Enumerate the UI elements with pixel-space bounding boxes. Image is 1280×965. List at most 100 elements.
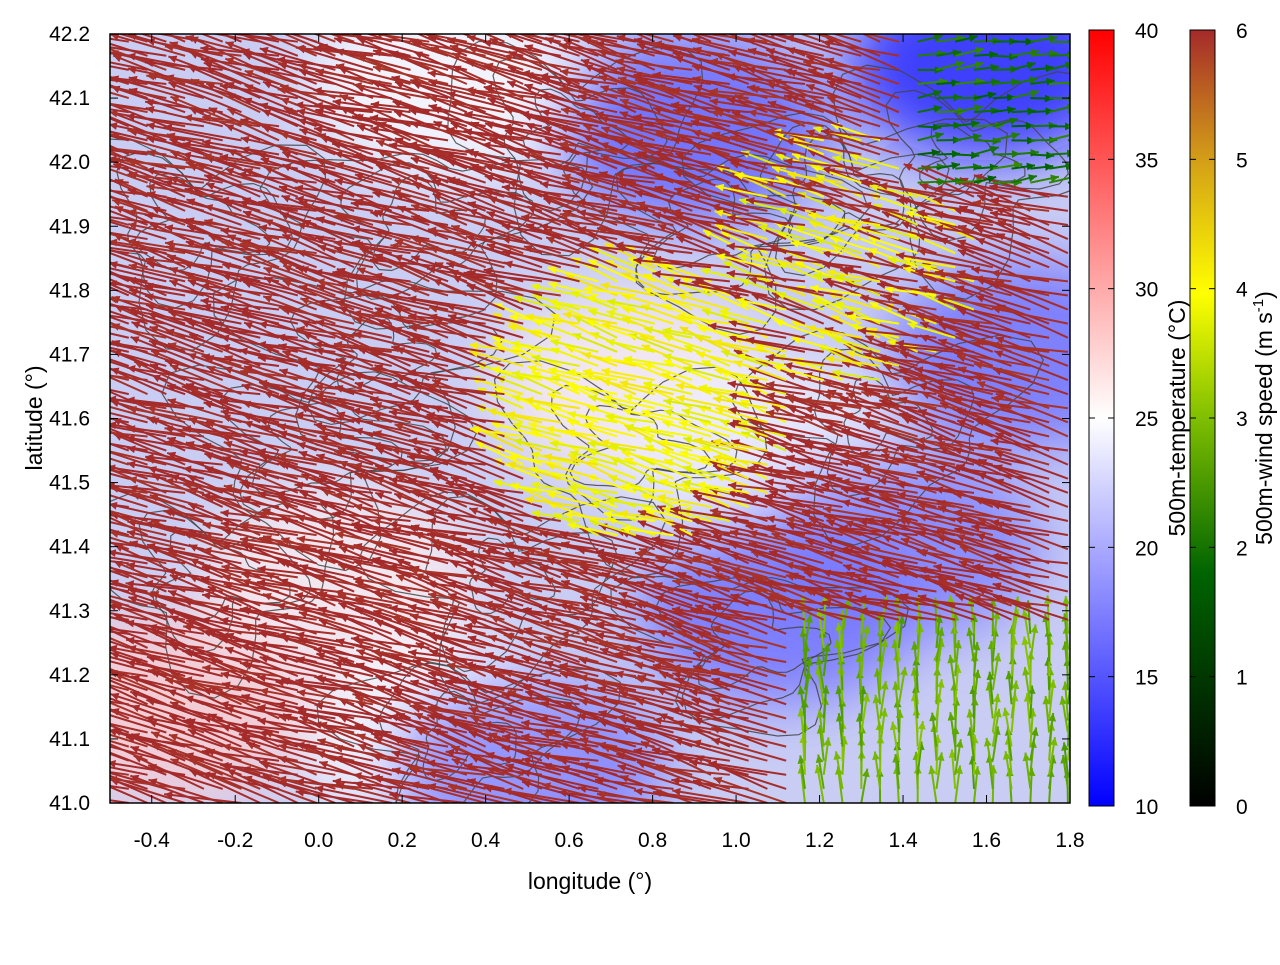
wind-arrow-head — [72, 713, 81, 721]
wind-arrow-head — [53, 375, 62, 383]
wind-arrow-head — [54, 202, 63, 210]
wind-arrow-head — [89, 566, 97, 574]
wind-arrow-shaft — [37, 369, 110, 394]
wind-arrow-head — [73, 762, 82, 769]
wind-arrow-head — [92, 355, 101, 362]
wind-arrow-head — [58, 248, 67, 255]
wind-arrow-head — [58, 375, 67, 382]
wind-arrow-head — [36, 227, 45, 234]
wind-arrow-head — [70, 239, 79, 247]
wind-arrow-head — [53, 457, 62, 465]
wind-arrow-head — [57, 121, 66, 128]
wind-arrow-head — [53, 590, 62, 598]
wind-arrow-head — [91, 654, 100, 662]
wind-arrow-head — [36, 155, 45, 162]
wind-arrow-head — [38, 503, 47, 510]
wind-arrow-head — [94, 361, 103, 368]
wind-arrow-head — [32, 341, 40, 349]
wind-arrow-head — [89, 237, 98, 245]
wind-arrow-head — [53, 640, 62, 648]
wind-arrow-head — [56, 522, 65, 529]
wind-arrow-shaft — [34, 638, 110, 648]
wind-arrow-head — [34, 181, 43, 189]
wind-arrow-head — [51, 494, 60, 502]
wind-arrow-shaft — [34, 183, 110, 196]
wind-arrow-head — [34, 560, 43, 568]
wind-arrow-head — [53, 512, 62, 520]
wind-arrow-shaft — [1068, 149, 1092, 154]
wind-arrow-head — [95, 771, 104, 778]
wind-arrow-head — [75, 376, 84, 383]
wind-arrow-head — [72, 585, 81, 593]
wind-arrow-shaft — [1068, 178, 1090, 182]
wind-arrow-shaft — [33, 194, 110, 210]
wind-arrow-head — [93, 264, 102, 271]
wind-arrow-head — [74, 439, 83, 446]
wind-arrow-head — [35, 706, 44, 713]
wind-arrow-head — [91, 724, 100, 732]
wind-arrow-head — [33, 192, 42, 200]
wind-arrow-head — [36, 480, 45, 487]
wind-arrow-head — [75, 772, 84, 779]
wind-arrow-head — [37, 536, 46, 543]
wind-arrow-head — [52, 246, 61, 254]
wind-arrow-head — [56, 462, 65, 469]
wind-arrow-head — [91, 320, 100, 328]
wind-arrow-shaft — [32, 323, 110, 338]
wind-arrow-head — [37, 296, 46, 303]
wind-arrow-head — [89, 310, 98, 318]
wind-arrow-head — [90, 740, 99, 748]
wind-arrow-head — [32, 771, 41, 779]
wind-arrow-head — [91, 516, 100, 524]
wind-arrow-head — [32, 505, 41, 513]
wind-arrow-head — [92, 480, 101, 487]
wind-arrow-head — [71, 264, 80, 272]
wind-arrow-shaft — [35, 570, 110, 592]
wind-arrow-head — [33, 685, 42, 693]
wind-arrow-shaft — [34, 563, 110, 578]
wind-arrow-head — [36, 776, 45, 783]
wind-arrow-head — [91, 445, 100, 453]
wind-arrow-head — [35, 596, 44, 604]
wind-arrow-head — [89, 420, 98, 428]
wind-arrow-head — [33, 747, 42, 755]
wind-arrow-head — [74, 239, 83, 246]
wind-arrow-head — [33, 139, 42, 147]
wind-arrow-head — [33, 530, 42, 538]
wind-arrow-head — [74, 525, 83, 532]
wind-arrow-head — [57, 264, 66, 271]
wind-arrow-shaft — [39, 239, 110, 268]
wind-arrow-head — [56, 648, 65, 655]
wind-arrow-head — [53, 191, 62, 199]
wind-arrow-head — [40, 601, 49, 608]
wind-arrow-shaft — [36, 748, 110, 775]
wind-arrow-head — [39, 238, 48, 245]
wind-arrow-head — [36, 747, 45, 754]
wind-arrow-shaft — [32, 773, 110, 789]
wind-arrow-head — [94, 673, 103, 680]
wind-arrow-head — [75, 335, 84, 342]
wind-arrow-head — [52, 318, 61, 326]
wind-arrow-head — [71, 368, 79, 376]
wind-arrow-head — [74, 197, 83, 204]
wind-arrow-head — [35, 568, 44, 576]
wind-arrow-head — [70, 434, 79, 442]
wind-arrow-head — [92, 243, 101, 250]
wind-arrow-head — [93, 620, 102, 627]
wind-arrow-head — [94, 110, 103, 117]
wind-arrow-head — [70, 757, 79, 765]
wind-arrow-head — [92, 663, 101, 670]
wind-arrow-head — [32, 321, 41, 329]
wind-arrow-head — [93, 153, 102, 160]
wind-arrow-head — [94, 277, 103, 284]
wind-arrow-head — [36, 286, 45, 293]
wind-arrow-head — [32, 662, 41, 670]
wind-arrow-head — [94, 560, 103, 567]
wind-arrow-head — [52, 573, 61, 581]
wind-arrow-shaft — [35, 642, 110, 662]
wind-arrow-head — [89, 143, 97, 151]
wind-arrow-head — [73, 452, 82, 459]
wind-arrow-head — [73, 636, 82, 643]
wind-arrow-head — [38, 661, 47, 668]
wind-arrow-head — [71, 333, 80, 341]
